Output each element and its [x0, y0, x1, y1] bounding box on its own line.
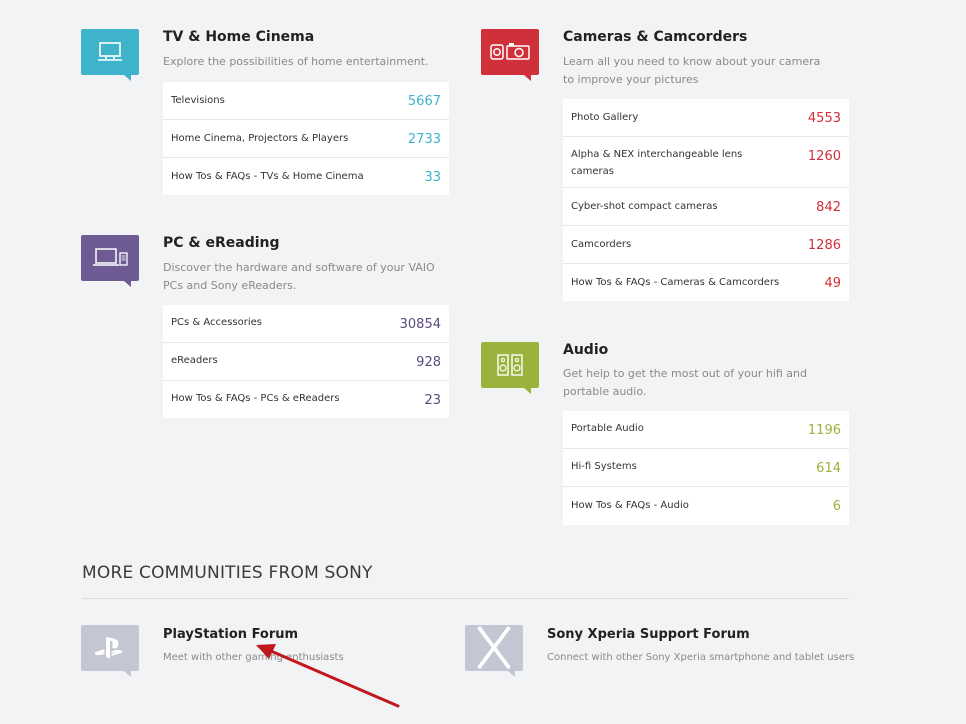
- subforum-count: 928: [416, 355, 441, 370]
- subforum-label[interactable]: Alpha & NEX interchangeable lens cameras: [571, 149, 743, 177]
- subforum-row[interactable]: How Tos & FAQs - Cameras & Camcorders 49: [563, 264, 849, 301]
- tv-icon-svg: [98, 42, 122, 61]
- subforum-row[interactable]: How Tos & FAQs - Audio 6: [563, 487, 849, 525]
- category-title[interactable]: Audio: [563, 342, 609, 358]
- playstation-forum-link[interactable]: PlayStation Forum: [163, 627, 299, 642]
- category-title[interactable]: PC & eReading: [163, 235, 280, 251]
- subforum-count: 6: [832, 499, 841, 514]
- speaker-icon-svg: [497, 354, 523, 376]
- subforum-count: 2733: [407, 132, 441, 147]
- subforum-count: 1286: [807, 238, 841, 253]
- category-description: Discover the hardware and software of yo…: [163, 261, 435, 292]
- subforum-count: 842: [816, 200, 841, 215]
- subforum-row[interactable]: Cyber-shot compact cameras 842: [563, 188, 849, 226]
- laptop-icon-svg: [93, 248, 128, 266]
- subforum-count: 1196: [807, 423, 841, 438]
- subforum-label[interactable]: How Tos & FAQs - Audio: [571, 500, 689, 511]
- playstation-forum-description: Meet with other gaming enthusiasts: [163, 652, 344, 663]
- red-arrow-icon: [256, 644, 400, 708]
- subforum-row[interactable]: Hi-fi Systems 614: [563, 449, 849, 487]
- category-description: Get help to get the most out of your hif…: [563, 367, 807, 398]
- subforum-row[interactable]: How Tos & FAQs - TVs & Home Cinema 33: [163, 158, 449, 195]
- subforum-row[interactable]: Alpha & NEX interchangeable lens cameras…: [563, 137, 849, 188]
- subforum-list: Televisions 5667 Home Cinema, Projectors…: [163, 82, 449, 195]
- subforum-count: 49: [824, 276, 841, 291]
- subforum-count: 614: [816, 461, 841, 476]
- subforum-row[interactable]: Portable Audio 1196: [563, 411, 849, 449]
- subforum-row[interactable]: Camcorders 1286: [563, 226, 849, 264]
- category-title[interactable]: TV & Home Cinema: [163, 29, 315, 45]
- category-description: Learn all you need to know about your ca…: [563, 55, 821, 86]
- subforum-list: Photo Gallery 4553 Alpha & NEX interchan…: [563, 99, 849, 301]
- subforum-count: 5667: [407, 94, 441, 109]
- playstation-logo-svg: [94, 637, 123, 659]
- subforum-label[interactable]: PCs & Accessories: [171, 317, 262, 328]
- subforum-list: Portable Audio 1196 Hi-fi Systems 614 Ho…: [563, 411, 849, 525]
- xperia-x-svg: [477, 626, 511, 670]
- subforum-count: 30854: [399, 317, 441, 332]
- subforum-count: 4553: [807, 111, 841, 126]
- tv-icon[interactable]: [81, 29, 139, 81]
- xperia-forum-description: Connect with other Sony Xperia smartphon…: [547, 652, 855, 663]
- subforum-row[interactable]: Home Cinema, Projectors & Players 2733: [163, 120, 449, 158]
- subforum-label[interactable]: Home Cinema, Projectors & Players: [171, 133, 349, 144]
- subforum-row[interactable]: How Tos & FAQs - PCs & eReaders 23: [163, 381, 449, 418]
- speaker-icon[interactable]: [481, 342, 539, 394]
- subforum-count: 23: [424, 393, 441, 408]
- subforum-row[interactable]: eReaders 928: [163, 343, 449, 381]
- subforum-label[interactable]: eReaders: [171, 355, 218, 366]
- subforum-row[interactable]: Photo Gallery 4553: [563, 99, 849, 137]
- subforum-label[interactable]: Hi-fi Systems: [571, 461, 637, 472]
- subforum-label[interactable]: How Tos & FAQs - TVs & Home Cinema: [171, 171, 364, 182]
- subforum-label[interactable]: Camcorders: [571, 239, 632, 250]
- xperia-forum-link[interactable]: Sony Xperia Support Forum: [547, 627, 750, 642]
- subforum-label[interactable]: Cyber-shot compact cameras: [571, 201, 718, 212]
- subforum-label[interactable]: How Tos & FAQs - Cameras & Camcorders: [571, 277, 780, 288]
- subforum-label[interactable]: Televisions: [171, 95, 225, 106]
- camera-icon[interactable]: [481, 29, 539, 81]
- category-description: Explore the possibilities of home entert…: [163, 55, 429, 68]
- xperia-x-icon[interactable]: [465, 625, 523, 677]
- more-communities-heading: MORE COMMUNITIES FROM SONY: [82, 563, 373, 583]
- subforum-row[interactable]: PCs & Accessories 30854: [163, 305, 449, 343]
- category-title[interactable]: Cameras & Camcorders: [563, 29, 748, 45]
- playstation-icon[interactable]: [81, 625, 139, 677]
- subforum-label[interactable]: Photo Gallery: [571, 112, 639, 123]
- divider: [82, 598, 849, 599]
- subforum-count: 33: [424, 170, 441, 185]
- subforum-count: 1260: [807, 149, 841, 164]
- laptop-icon[interactable]: [81, 235, 139, 287]
- subforum-label[interactable]: How Tos & FAQs - PCs & eReaders: [171, 393, 340, 404]
- subforum-row[interactable]: Televisions 5667: [163, 82, 449, 120]
- subforum-list: PCs & Accessories 30854 eReaders 928 How…: [163, 305, 449, 418]
- subforum-label[interactable]: Portable Audio: [571, 423, 644, 434]
- camera-icon-svg: [490, 43, 530, 60]
